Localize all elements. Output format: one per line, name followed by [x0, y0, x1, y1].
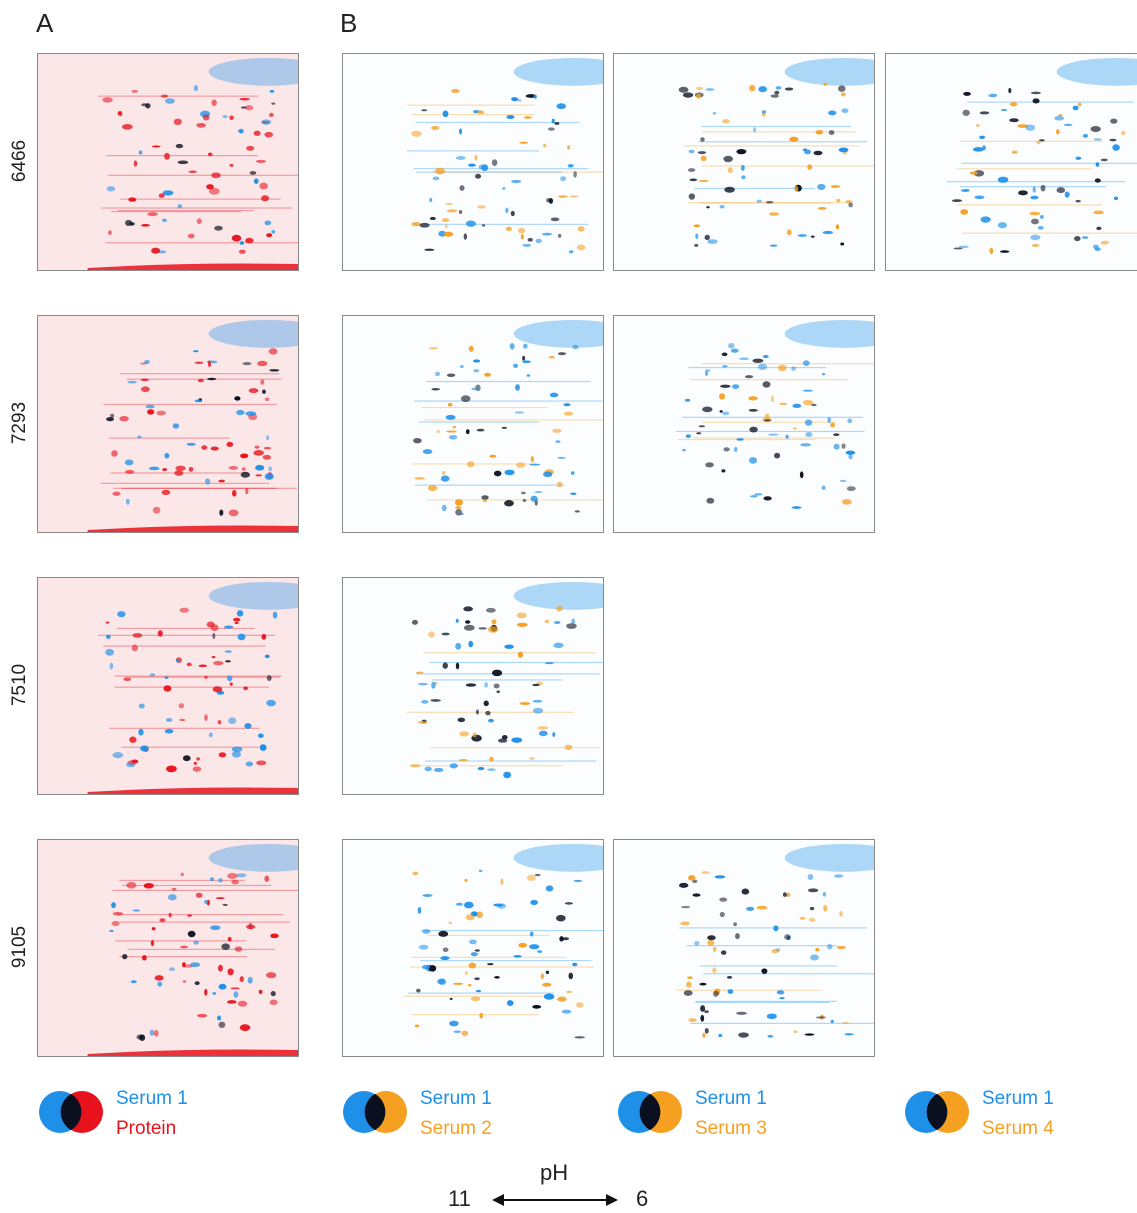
gel-a-9105: [37, 839, 299, 1057]
legend-label-serum4: Serum 4: [982, 1118, 1054, 1139]
row-label-7293: 7293: [9, 401, 30, 445]
gel-b-9105-serum2: [342, 839, 604, 1057]
gel-a-7293: [37, 315, 299, 533]
gel-b-6466-serum2: [342, 53, 604, 271]
gel-b-6466-serum4: [885, 53, 1137, 271]
legend-label-serum1: Serum 1: [420, 1088, 492, 1109]
gel-b-7510-serum2: [342, 577, 604, 795]
gel-b-7293-serum2: [342, 315, 604, 533]
gel-b-7293-serum3: [613, 315, 875, 533]
row-label-7510: 7510: [9, 663, 30, 707]
overlap-circles-icon: [618, 1091, 682, 1133]
ph-axis-left-value: 11: [448, 1186, 471, 1211]
overlap-circles-icon: [39, 1091, 103, 1133]
panel-label-b: B: [340, 8, 358, 38]
legend-serum1-serum3: Serum 1 Serum 3: [617, 1088, 817, 1148]
legend-label-serum3: Serum 3: [695, 1118, 767, 1139]
row-label-9105: 9105: [9, 925, 30, 969]
legend-label-protein: Protein: [116, 1118, 177, 1139]
gel-a-7510: [37, 577, 299, 795]
legend-serum1-protein: Serum 1 Protein: [38, 1088, 238, 1148]
legend-label-serum1: Serum 1: [982, 1088, 1054, 1109]
gel-a-6466: [37, 53, 299, 271]
legend-label-serum2: Serum 2: [420, 1118, 492, 1139]
double-arrow-icon: [492, 1194, 618, 1206]
panel-label-a: A: [36, 8, 54, 38]
overlap-circles-icon: [905, 1091, 969, 1133]
ph-axis-title: pH: [540, 1160, 569, 1185]
legend-label-serum1: Serum 1: [695, 1088, 767, 1109]
overlap-circles-icon: [343, 1091, 407, 1133]
gel-b-6466-serum3: [613, 53, 875, 271]
legend-serum1-serum2: Serum 1 Serum 2: [342, 1088, 542, 1148]
legend-label-serum1: Serum 1: [116, 1088, 188, 1109]
gel-b-9105-serum3: [613, 839, 875, 1057]
ph-axis-right-value: 6: [636, 1186, 649, 1211]
row-label-6466: 6466: [9, 139, 30, 183]
legend-serum1-serum4: Serum 1 Serum 4: [904, 1088, 1104, 1148]
